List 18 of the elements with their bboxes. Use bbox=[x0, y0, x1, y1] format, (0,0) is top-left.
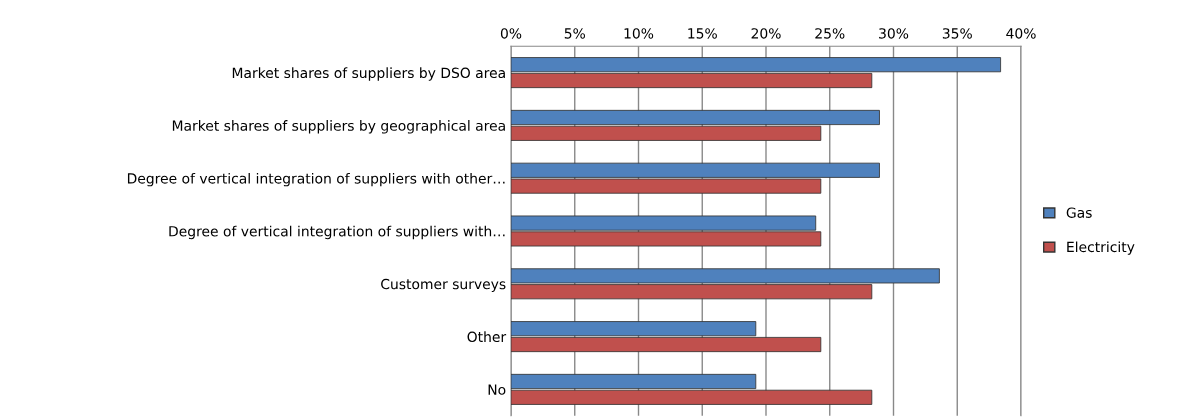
y-tick-label: Other bbox=[467, 331, 507, 343]
x-tick-label: 5% bbox=[564, 28, 585, 39]
legend-label: Electricity bbox=[1067, 241, 1135, 255]
x-tick-label: 0% bbox=[500, 28, 522, 39]
x-tick-label: 35% bbox=[942, 28, 972, 39]
y-tick-label: Degree of vertical integration of suppliers with other… bbox=[127, 172, 505, 187]
x-tick-label: 15% bbox=[688, 28, 717, 39]
x-tick-label: 40% bbox=[1006, 28, 1036, 39]
x-tick-label: 10% bbox=[624, 28, 654, 39]
y-tick-label: Market shares of suppliers by geographical area bbox=[172, 120, 505, 134]
x-tick-label: 20% bbox=[751, 28, 781, 39]
y-tick-label: Degree of vertical integration of suppliers with… bbox=[169, 225, 505, 240]
y-tick-label: No bbox=[488, 384, 506, 395]
y-tick-label: Market shares of suppliers by DSO area bbox=[232, 67, 505, 81]
x-tick-label: 30% bbox=[879, 28, 909, 39]
legend-label: Gas bbox=[1066, 207, 1092, 218]
y-tick-label: Customer surveys bbox=[381, 278, 506, 292]
x-tick-label: 25% bbox=[815, 28, 845, 39]
